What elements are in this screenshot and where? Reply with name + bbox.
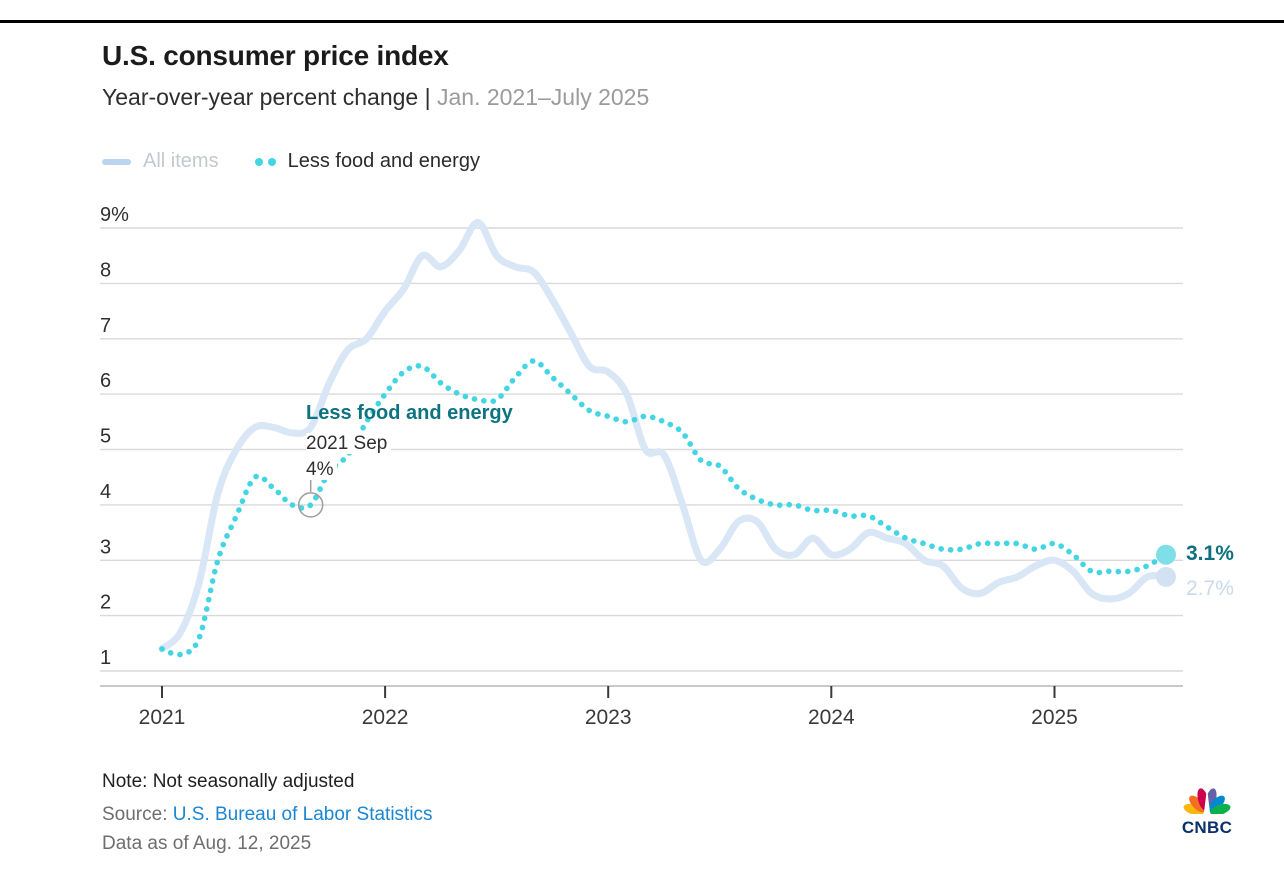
annotation-date: 2021 Sep [306, 433, 392, 454]
y-tick-label: 8 [100, 259, 111, 281]
y-tick-label: 1 [100, 647, 111, 669]
footer-data-as-of: Data as of Aug. 12, 2025 [102, 833, 312, 854]
y-tick-label: 7 [100, 315, 111, 337]
top-rule [0, 20, 1284, 23]
x-tick-label: 2021 [139, 706, 186, 729]
x-tick-label: 2022 [362, 706, 409, 729]
y-tick-label: 9% [100, 204, 129, 226]
subtitle-main: Year-over-year percent change | [102, 84, 437, 110]
line-swatch-icon [102, 158, 131, 165]
peacock-icon [1183, 788, 1231, 816]
y-tick-label: 6 [100, 370, 111, 392]
legend-item-less-food-energy: Less food and energy [254, 150, 480, 173]
cnbc-logo: CNBC [1178, 784, 1236, 838]
all-items-end-dot [1156, 566, 1176, 587]
legend: All items Less food and energy [102, 150, 480, 173]
x-tick-label: 2024 [808, 706, 855, 729]
y-tick-label: 2 [100, 592, 111, 614]
y-tick-label: 3 [100, 536, 111, 558]
all-items-line [158, 219, 1170, 653]
subtitle-date-range: Jan. 2021–July 2025 [436, 84, 650, 110]
source-link[interactable]: U.S. Bureau of Labor Statistics [172, 804, 433, 825]
annotation-heading: Less food and energy [306, 402, 513, 424]
annotation-callout: Less food and energy 2021 Sep 4% [306, 403, 513, 485]
footer-source: Source: U.S. Bureau of Labor Statistics [102, 804, 433, 826]
x-tick-label: 2025 [1031, 706, 1078, 729]
dots-swatch-icon [254, 157, 276, 166]
end-label-all-items: 2.7% [1186, 577, 1234, 600]
legend-item-all-items: All items [102, 150, 219, 173]
annotation-value: 4% [306, 459, 338, 480]
annotation-marker-circle [297, 492, 324, 518]
footer-note: Note: Not seasonally adjusted [102, 771, 355, 792]
source-prefix: Source: [102, 804, 173, 825]
legend-label-less-food-energy: Less food and energy [287, 150, 480, 172]
end-label-less-food-energy: 3.1% [1186, 542, 1234, 565]
cnbc-wordmark: CNBC [1181, 818, 1233, 837]
x-tick-label: 2023 [585, 706, 632, 729]
less-food-energy-end-dot [1156, 544, 1176, 565]
page-title: U.S. consumer price index [102, 40, 449, 71]
y-tick-label: 5 [100, 426, 111, 448]
page-subtitle: Year-over-year percent change | Jan. 202… [102, 84, 649, 111]
y-tick-label: 4 [100, 481, 111, 503]
legend-label-all-items: All items [143, 150, 219, 172]
